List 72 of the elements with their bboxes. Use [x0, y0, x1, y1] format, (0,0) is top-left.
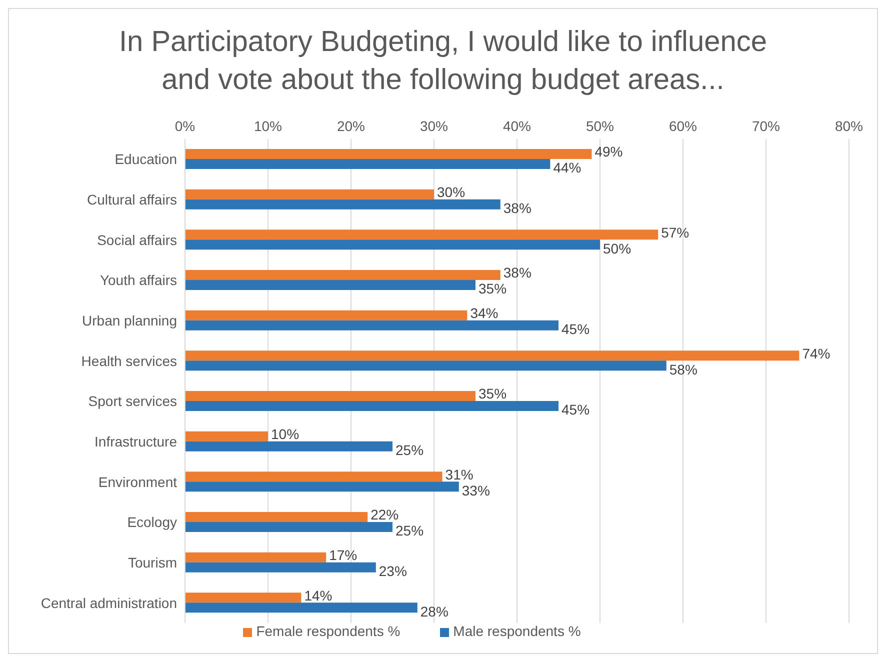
- bar: [185, 230, 658, 240]
- bar: [185, 552, 326, 562]
- y-tick-label: Ecology: [127, 514, 177, 530]
- x-tick-label: 70%: [752, 118, 780, 134]
- bar: [185, 280, 476, 290]
- data-label: 35%: [478, 280, 507, 297]
- data-label: 50%: [603, 240, 632, 256]
- x-tick-label: 20%: [336, 118, 366, 134]
- bar: [185, 441, 392, 452]
- data-label: 74%: [802, 345, 830, 362]
- bar: [185, 602, 418, 613]
- x-tick-label: 0%: [174, 118, 196, 134]
- data-label: 25%: [396, 442, 424, 458]
- y-tick-label: Tourism: [128, 554, 177, 570]
- y-tick-label: Urban planning: [82, 312, 177, 328]
- data-label: 38%: [503, 200, 532, 216]
- bar: [185, 159, 550, 169]
- data-label: 28%: [420, 603, 448, 620]
- bar: [185, 199, 500, 210]
- bar: [185, 472, 442, 482]
- bar: [185, 149, 592, 159]
- data-label: 38%: [503, 264, 532, 281]
- x-tick-label: 80%: [834, 118, 864, 134]
- data-label: 35%: [478, 386, 507, 402]
- data-label: 17%: [329, 547, 358, 564]
- bar: [185, 522, 392, 532]
- y-tick-label: Social affairs: [97, 232, 177, 248]
- y-tick-label: Youth affairs: [100, 272, 177, 288]
- data-label: 25%: [396, 522, 424, 539]
- bar: [185, 320, 558, 330]
- y-tick-label: Infrastructure: [94, 433, 178, 450]
- x-tick-label: 30%: [420, 118, 448, 134]
- data-label: 58%: [669, 361, 698, 378]
- bar: [185, 431, 268, 442]
- data-label: 34%: [470, 305, 498, 322]
- y-tick-label: Health services: [81, 352, 177, 369]
- legend-label: Male respondents %: [453, 623, 581, 639]
- y-tick-label: Environment: [98, 474, 178, 490]
- data-label: 10%: [271, 426, 300, 442]
- bar: [185, 562, 376, 572]
- data-label: 30%: [437, 184, 466, 200]
- bar: [185, 401, 558, 411]
- bar: [185, 360, 666, 371]
- data-label: 33%: [462, 482, 490, 498]
- x-tick-label: 60%: [668, 118, 698, 134]
- data-label: 44%: [553, 160, 582, 176]
- data-label: 31%: [445, 466, 474, 482]
- bar: [185, 240, 600, 250]
- bar: [185, 189, 434, 200]
- y-tick-label: Sport services: [88, 393, 177, 410]
- data-label: 14%: [304, 587, 332, 604]
- y-tick-label: Education: [114, 151, 177, 168]
- y-tick-label: Cultural affairs: [86, 191, 177, 208]
- data-label: 57%: [661, 224, 690, 240]
- bar: [185, 592, 302, 603]
- bar: [185, 391, 476, 401]
- bar: [185, 350, 800, 361]
- x-tick-label: 10%: [254, 118, 282, 134]
- legend-label: Female respondents %: [256, 623, 400, 639]
- data-label: 23%: [378, 563, 407, 580]
- bar: [185, 270, 500, 280]
- y-tick-label: Central administration: [40, 594, 177, 611]
- data-label: 49%: [594, 144, 623, 160]
- bar: [185, 310, 468, 320]
- chart-title: In Participatory Budgeting, I would like to influence and vote about the following budget areas...: [118, 25, 768, 98]
- data-label: 45%: [562, 402, 590, 418]
- data-label: 45%: [562, 321, 590, 338]
- x-tick-label: 50%: [586, 118, 614, 134]
- bar: [185, 512, 368, 522]
- data-label: 22%: [370, 506, 399, 523]
- bar: [185, 482, 459, 492]
- x-tick-label: 40%: [502, 118, 532, 134]
